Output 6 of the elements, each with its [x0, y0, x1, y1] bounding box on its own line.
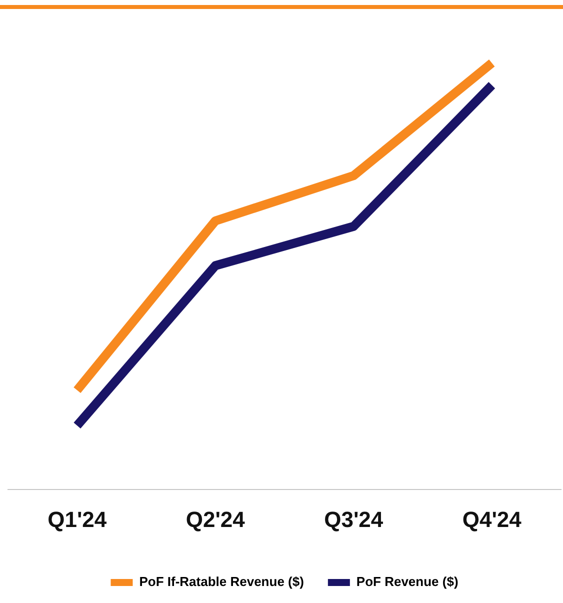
x-tick-label: Q1'24: [48, 506, 108, 532]
x-tick-label: Q3'24: [324, 506, 384, 532]
legend-label: PoF If-Ratable Revenue ($): [139, 574, 304, 590]
legend-label: PoF Revenue ($): [356, 574, 458, 590]
x-tick-label: Q2'24: [186, 506, 246, 532]
x-tick-label: Q4'24: [462, 506, 522, 532]
